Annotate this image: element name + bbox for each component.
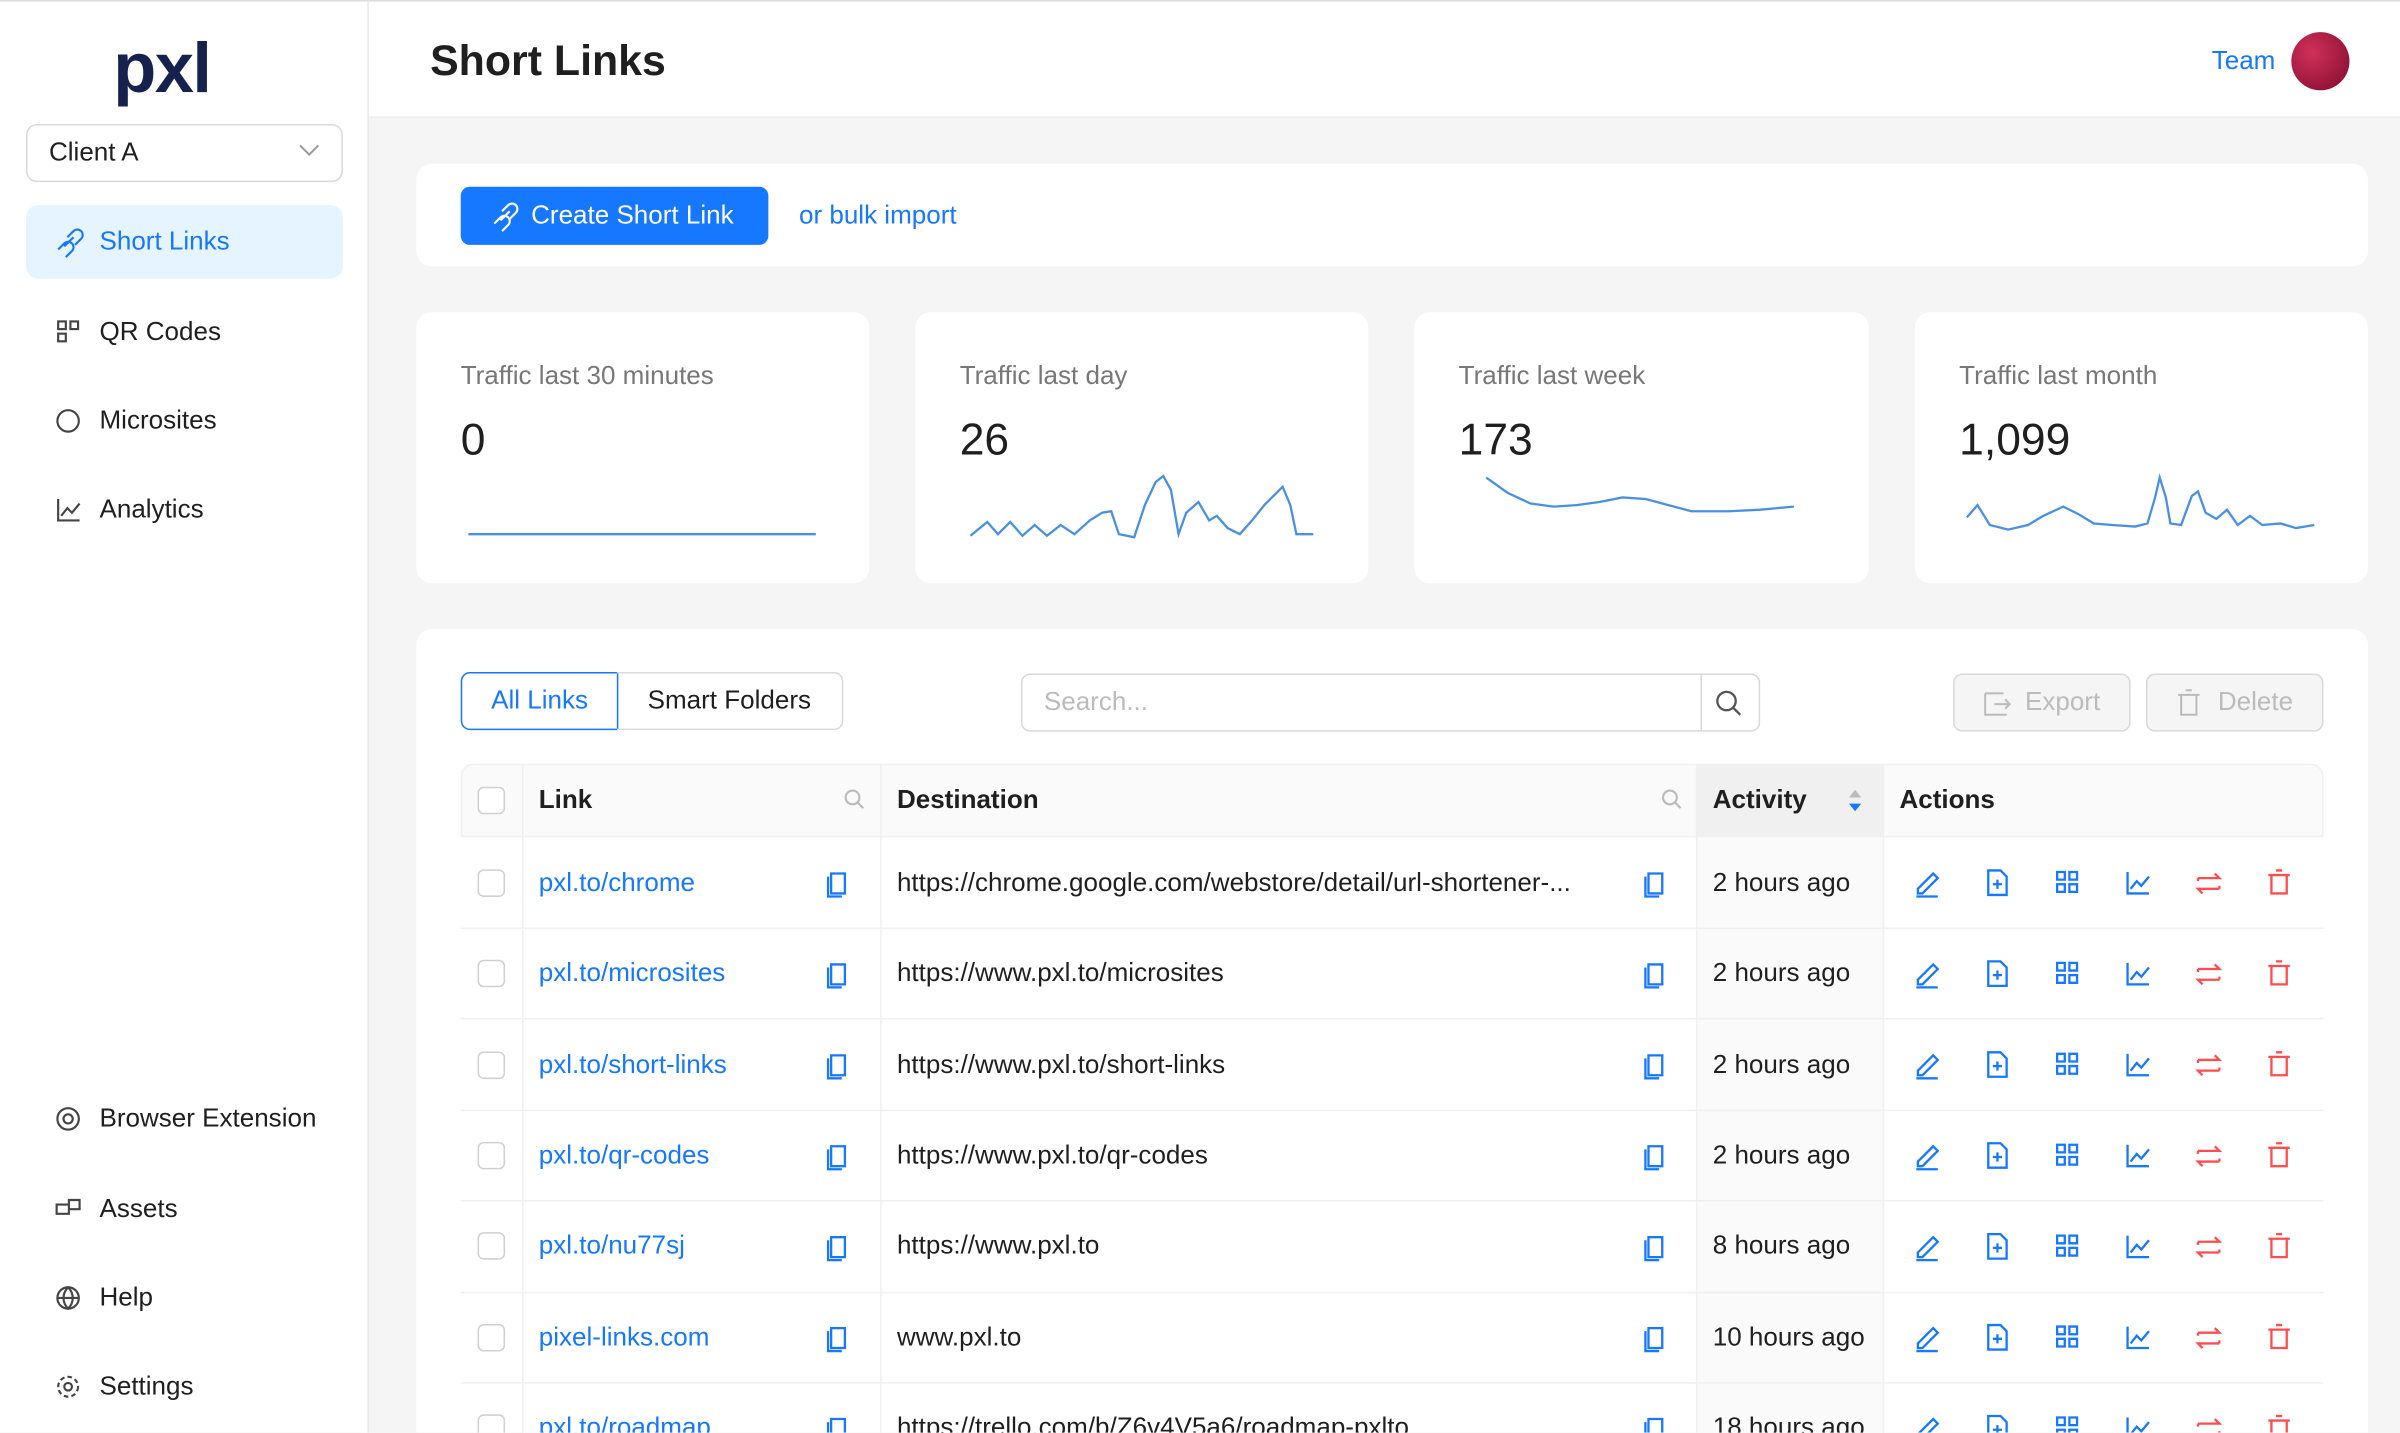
- team-link[interactable]: Team: [2211, 45, 2276, 75]
- stat-card: [1914, 312, 2368, 584]
- nav-item[interactable]: Settings: [99, 1371, 194, 1401]
- short-link[interactable]: pxl.to/roadmap: [538, 1412, 711, 1433]
- nav-item[interactable]: Browser Extension: [99, 1103, 317, 1133]
- checkbox[interactable]: [477, 1141, 506, 1170]
- page-title: Short Links: [430, 36, 666, 85]
- row-divider: [460, 927, 2324, 929]
- short-link[interactable]: pxl.to/nu77sj: [538, 1231, 685, 1261]
- client-select[interactable]: Client A: [26, 123, 343, 183]
- nav-item[interactable]: Assets: [99, 1193, 178, 1223]
- stat-label: Traffic last month: [1959, 361, 2158, 391]
- short-link[interactable]: pxl.to/chrome: [538, 867, 695, 897]
- checkbox[interactable]: [477, 1232, 506, 1261]
- activity: 2 hours ago: [1712, 1049, 1851, 1079]
- stat-label: Traffic last day: [959, 361, 1128, 391]
- nav-item[interactable]: Short Links: [99, 226, 230, 256]
- column-divider: [1882, 763, 1885, 1433]
- activity: 2 hours ago: [1712, 867, 1851, 897]
- tab[interactable]: All Links: [460, 671, 619, 731]
- destination: https://trello.com/b/Z6v4V5a6/roadmap-px…: [896, 1412, 1409, 1433]
- create-button[interactable]: Create Short Link: [460, 186, 769, 245]
- header: [368, 0, 2400, 118]
- checkbox[interactable]: [477, 1050, 506, 1079]
- checkbox[interactable]: [477, 959, 506, 988]
- column-header: Link: [538, 785, 593, 815]
- activity: 8 hours ago: [1712, 1231, 1851, 1261]
- delete-button[interactable]: Delete: [2145, 673, 2324, 732]
- activity: 18 hours ago: [1712, 1412, 1865, 1433]
- logo: pxl: [113, 27, 212, 108]
- short-link[interactable]: pxl.to/short-links: [538, 1049, 727, 1079]
- checkbox[interactable]: [477, 1414, 506, 1433]
- row-divider: [460, 1200, 2324, 1202]
- checkbox[interactable]: [477, 868, 506, 897]
- column-divider: [1695, 763, 1698, 1433]
- row-divider: [460, 1018, 2324, 1020]
- short-link[interactable]: pxl.to/microsites: [538, 958, 726, 988]
- checkbox[interactable]: [477, 1323, 506, 1352]
- tab[interactable]: Smart Folders: [616, 671, 844, 731]
- stat-value: 26: [959, 415, 1010, 465]
- column-divider: [521, 763, 524, 1433]
- activity: 10 hours ago: [1712, 1321, 1865, 1352]
- row-divider: [460, 1291, 2324, 1293]
- stat-value: 0: [460, 415, 486, 465]
- column-header: Activity: [1712, 785, 1807, 815]
- destination: https://www.pxl.to/qr-codes: [896, 1140, 1208, 1170]
- bulk-import-link[interactable]: or bulk import: [798, 200, 957, 230]
- activity: 2 hours ago: [1712, 1140, 1851, 1170]
- destination: https://www.pxl.to: [896, 1231, 1100, 1261]
- stat-value: 173: [1458, 415, 1533, 465]
- destination: www.pxl.to: [896, 1321, 1022, 1352]
- nav-item[interactable]: Microsites: [99, 405, 217, 435]
- search-input[interactable]: Search...: [1020, 673, 1703, 732]
- row-divider: [460, 1109, 2324, 1111]
- table-card: [416, 629, 2368, 1433]
- row-divider: [460, 1381, 2324, 1384]
- sorted-column-body: [1695, 837, 1883, 1433]
- short-link[interactable]: pxl.to/qr-codes: [538, 1140, 710, 1170]
- destination: https://www.pxl.to/microsites: [896, 958, 1224, 988]
- nav-item[interactable]: Analytics: [99, 494, 204, 524]
- column-header: Actions: [1899, 785, 1995, 815]
- export-button[interactable]: Export: [1953, 673, 2131, 732]
- stat-label: Traffic last 30 minutes: [460, 361, 714, 391]
- search-button: [1700, 673, 1761, 732]
- column-divider: [880, 763, 882, 1433]
- stat-value: 1,099: [1959, 415, 2071, 465]
- activity: 2 hours ago: [1712, 958, 1851, 988]
- column-header: Destination: [896, 785, 1039, 815]
- stat-card: [416, 312, 870, 584]
- destination: https://www.pxl.to/short-links: [896, 1049, 1226, 1079]
- table-header: [460, 763, 2324, 838]
- destination: https://chrome.google.com/webstore/detai…: [896, 867, 1571, 897]
- nav-item[interactable]: Help: [99, 1282, 154, 1312]
- checkbox[interactable]: [477, 786, 506, 815]
- sorted-column-bg: [1695, 763, 1883, 838]
- stat-card: [1414, 312, 1869, 584]
- stat-label: Traffic last week: [1458, 361, 1646, 391]
- short-link[interactable]: pixel-links.com: [538, 1321, 710, 1352]
- nav-item[interactable]: QR Codes: [99, 316, 221, 346]
